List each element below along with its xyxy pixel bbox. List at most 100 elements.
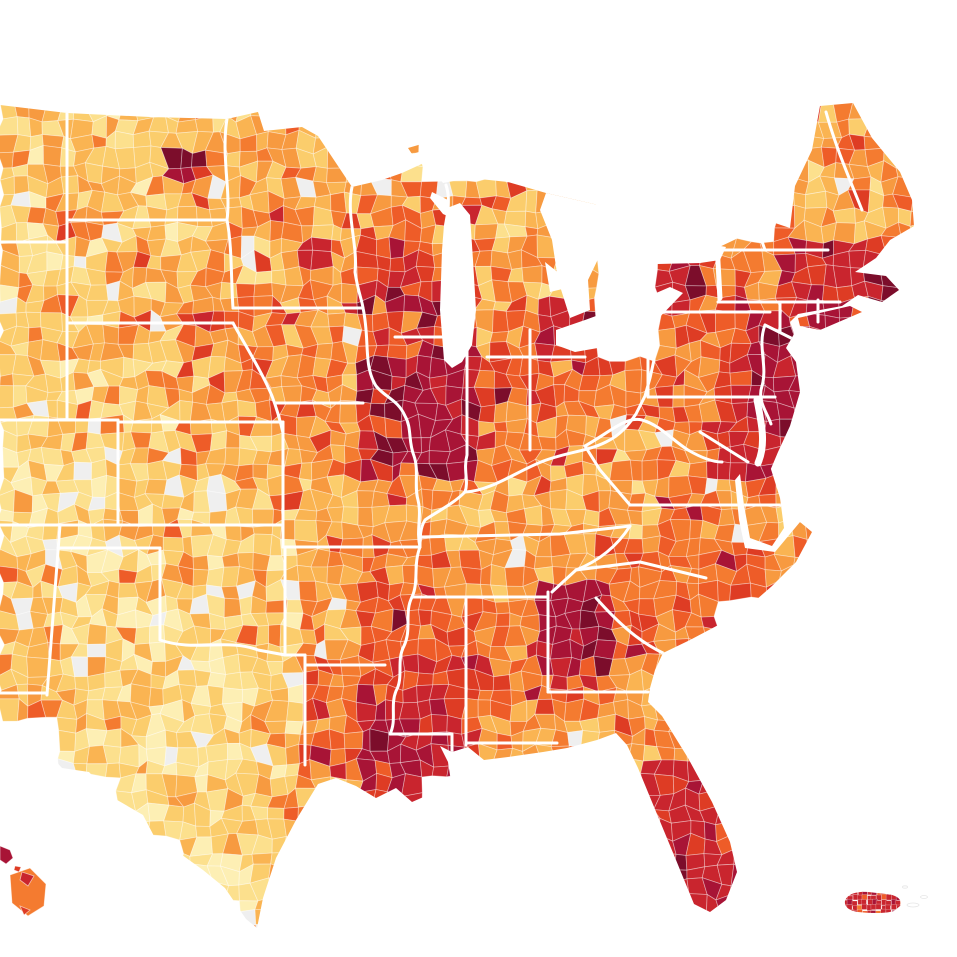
county[interactable]: [864, 326, 886, 344]
county[interactable]: [492, 674, 512, 691]
county[interactable]: [943, 250, 957, 271]
county[interactable]: [294, 508, 318, 522]
county[interactable]: [102, 76, 117, 90]
county[interactable]: [938, 205, 957, 225]
county[interactable]: [222, 72, 240, 86]
county[interactable]: [294, 519, 319, 543]
county[interactable]: [820, 87, 839, 104]
county[interactable]: [806, 356, 827, 376]
county[interactable]: [942, 116, 957, 136]
county[interactable]: [657, 940, 676, 957]
county[interactable]: [759, 893, 779, 917]
county[interactable]: [13, 91, 31, 106]
county[interactable]: [254, 909, 275, 926]
county[interactable]: [641, 817, 661, 842]
county[interactable]: [359, 117, 379, 134]
county[interactable]: [315, 114, 330, 139]
county[interactable]: [642, 851, 659, 871]
county[interactable]: [104, 669, 123, 689]
county[interactable]: [340, 117, 362, 139]
county[interactable]: [687, 713, 707, 737]
county[interactable]: [716, 942, 736, 957]
county[interactable]: [892, 132, 914, 150]
county[interactable]: [668, 945, 687, 957]
county[interactable]: [898, 283, 915, 303]
county[interactable]: [671, 654, 691, 671]
county[interactable]: [240, 940, 257, 957]
county[interactable]: [389, 256, 406, 273]
county[interactable]: [328, 787, 348, 812]
county[interactable]: [265, 58, 284, 77]
county[interactable]: [209, 56, 227, 73]
county[interactable]: [803, 448, 825, 465]
county[interactable]: [717, 788, 735, 809]
county[interactable]: [624, 862, 644, 887]
county[interactable]: [549, 489, 568, 510]
county[interactable]: [325, 137, 344, 149]
county[interactable]: [747, 940, 764, 957]
county[interactable]: [299, 72, 317, 93]
county[interactable]: [938, 134, 957, 152]
county[interactable]: [26, 656, 50, 678]
county[interactable]: [132, 92, 153, 108]
puerto-rico-inset[interactable]: [842, 885, 928, 917]
county[interactable]: [909, 167, 929, 184]
county[interactable]: [521, 265, 543, 284]
county[interactable]: [624, 355, 643, 371]
county[interactable]: [518, 760, 544, 781]
county[interactable]: [777, 76, 795, 94]
county[interactable]: [375, 116, 393, 136]
county[interactable]: [878, 311, 899, 331]
county[interactable]: [595, 884, 618, 901]
county[interactable]: [523, 505, 543, 526]
county[interactable]: [568, 745, 583, 768]
county[interactable]: [670, 909, 692, 928]
county[interactable]: [283, 877, 299, 902]
county[interactable]: [705, 698, 721, 717]
county[interactable]: [87, 56, 105, 77]
puerto-rico-municipio[interactable]: [862, 910, 868, 916]
county[interactable]: [807, 264, 827, 286]
county[interactable]: [552, 175, 573, 199]
county[interactable]: [311, 804, 329, 825]
county[interactable]: [938, 147, 957, 167]
county[interactable]: [298, 101, 318, 121]
county[interactable]: [387, 809, 407, 827]
county[interactable]: [790, 145, 809, 167]
county[interactable]: [704, 683, 718, 707]
county[interactable]: [0, 373, 14, 387]
county[interactable]: [924, 240, 943, 257]
county[interactable]: [208, 510, 228, 526]
county[interactable]: [134, 625, 151, 645]
county[interactable]: [656, 851, 677, 871]
county[interactable]: [102, 57, 118, 77]
county[interactable]: [369, 163, 392, 181]
county[interactable]: [386, 791, 407, 812]
county[interactable]: [41, 56, 61, 76]
puerto-rico-municipio[interactable]: [875, 903, 882, 910]
county[interactable]: [281, 926, 300, 941]
county[interactable]: [862, 249, 888, 270]
county[interactable]: [361, 728, 371, 752]
county[interactable]: [402, 152, 424, 168]
county[interactable]: [384, 150, 408, 167]
county[interactable]: [400, 163, 424, 183]
county[interactable]: [757, 780, 781, 794]
county[interactable]: [144, 478, 168, 495]
county[interactable]: [325, 114, 344, 139]
county[interactable]: [255, 624, 270, 647]
county[interactable]: [730, 863, 752, 887]
county[interactable]: [252, 533, 273, 557]
puerto-rico-municipio[interactable]: [852, 889, 858, 895]
county[interactable]: [250, 103, 268, 117]
county[interactable]: [175, 882, 200, 902]
county[interactable]: [866, 75, 882, 88]
county[interactable]: [339, 89, 364, 107]
county[interactable]: [58, 729, 77, 752]
county[interactable]: [596, 817, 615, 841]
county[interactable]: [806, 582, 827, 599]
county[interactable]: [342, 59, 363, 79]
county[interactable]: [729, 821, 749, 837]
county[interactable]: [759, 821, 781, 843]
county[interactable]: [182, 72, 197, 94]
